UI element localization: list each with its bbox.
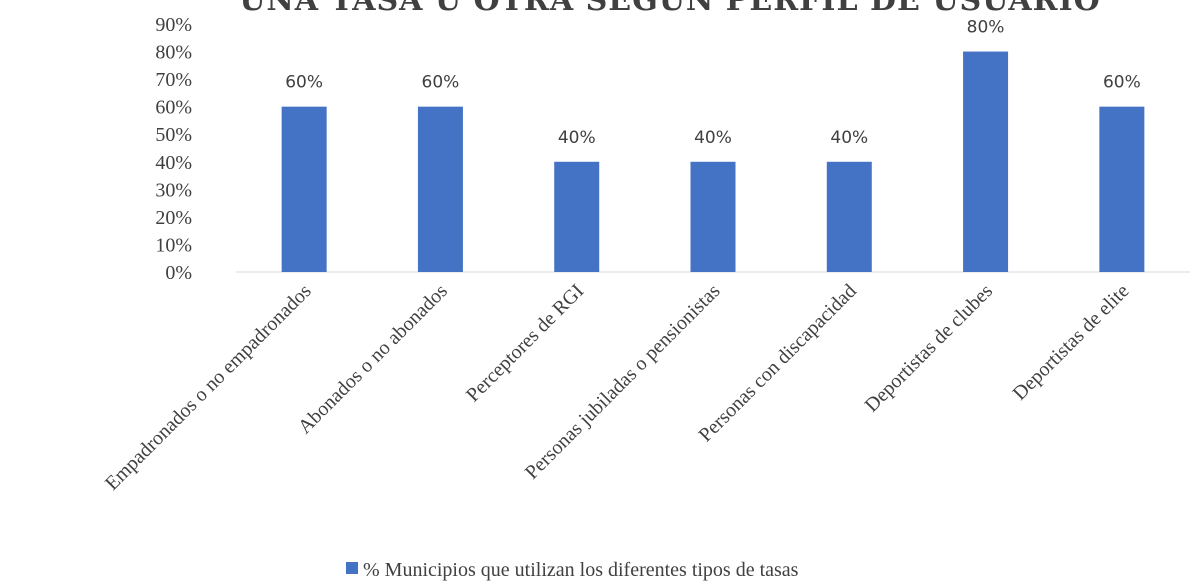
bar — [417, 106, 463, 273]
y-tick-label: 40% — [155, 152, 192, 174]
x-tick-label: Deportistas de elite — [1009, 280, 1134, 405]
data-label: 40% — [830, 128, 868, 148]
x-tick-label: Abonados o no abonados — [294, 280, 452, 438]
legend-swatch — [346, 562, 358, 574]
y-tick-label: 60% — [155, 97, 192, 119]
chart-title: UNA TASA U OTRA SEGÚN PERFIL DE USUARIO — [239, 0, 1101, 18]
data-label: 80% — [967, 18, 1005, 38]
y-tick-label: 20% — [155, 207, 192, 229]
legend-label: % Municipios que utilizan los diferentes… — [363, 559, 799, 581]
x-tick-label: Personas con discapacidad — [694, 280, 860, 446]
x-tick-label: Perceptores de RGI — [462, 280, 588, 406]
bar — [281, 106, 327, 273]
y-tick-label: 80% — [155, 42, 192, 64]
bar — [554, 161, 600, 272]
legend: % Municipios que utilizan los diferentes… — [346, 559, 799, 581]
bar — [826, 161, 872, 272]
data-label: 60% — [285, 73, 323, 93]
data-label: 40% — [694, 128, 732, 148]
y-tick-label: 0% — [165, 262, 192, 284]
y-tick-label: 90% — [155, 14, 192, 36]
data-label: 60% — [422, 73, 460, 93]
bar — [690, 161, 736, 272]
y-tick-label: 30% — [155, 179, 192, 201]
y-tick-label: 70% — [155, 69, 192, 91]
bar — [1099, 106, 1145, 273]
x-tick-label: Empadronados o no empadronados — [101, 280, 316, 495]
y-axis: 0% 10% 20% 30% 40% 50% 60% 70% 80% 90% — [155, 14, 192, 284]
y-tick-label: 50% — [155, 124, 192, 146]
bar — [963, 51, 1009, 272]
data-label: 40% — [558, 128, 596, 148]
bar-series — [281, 51, 1145, 273]
data-label: 60% — [1103, 73, 1141, 93]
x-tick-label: Deportistas de clubes — [861, 280, 998, 417]
data-labels: 60% 60% 40% 40% 40% 80% 60% — [285, 18, 1141, 148]
y-tick-label: 10% — [155, 234, 192, 256]
